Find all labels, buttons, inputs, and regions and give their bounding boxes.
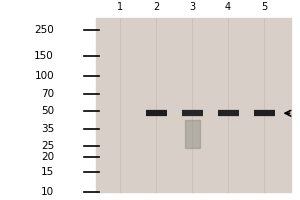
Text: 25: 25 <box>41 141 54 151</box>
Bar <box>96 18 291 192</box>
Text: 4: 4 <box>225 2 231 12</box>
Text: 5: 5 <box>261 2 267 12</box>
Text: 70: 70 <box>41 89 54 99</box>
Text: 3: 3 <box>189 2 195 12</box>
Text: 2: 2 <box>153 2 159 12</box>
Text: 50: 50 <box>41 106 54 116</box>
Text: 150: 150 <box>34 51 54 61</box>
Text: 250: 250 <box>34 25 54 35</box>
Text: 15: 15 <box>41 167 54 177</box>
Bar <box>184 120 200 148</box>
Text: 35: 35 <box>41 124 54 134</box>
Text: 20: 20 <box>41 152 54 162</box>
Text: 1: 1 <box>117 2 123 12</box>
Text: 10: 10 <box>41 187 54 197</box>
Text: 100: 100 <box>34 71 54 81</box>
